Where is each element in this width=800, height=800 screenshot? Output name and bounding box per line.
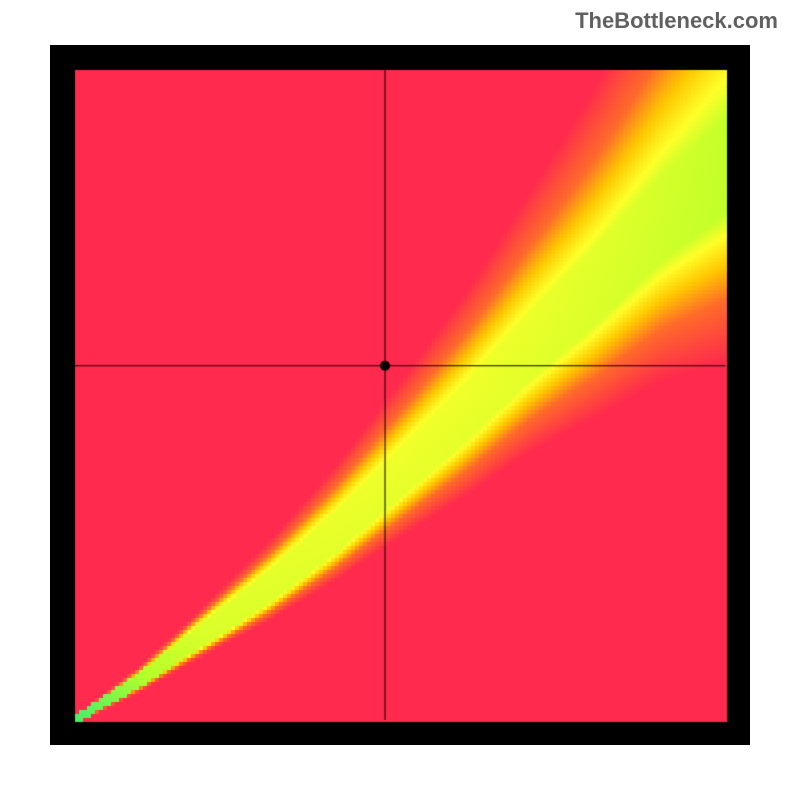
watermark-text: TheBottleneck.com (575, 8, 778, 34)
heatmap-canvas (50, 45, 750, 745)
plot-frame (50, 45, 750, 745)
page-container: TheBottleneck.com (0, 0, 800, 800)
